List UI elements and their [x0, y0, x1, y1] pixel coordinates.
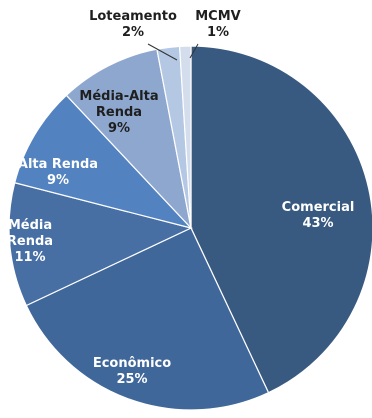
slice-percent: 2% [122, 25, 144, 40]
leader-line [189, 43, 199, 59]
slice-label: Média-Alta Renda 9% [79, 89, 158, 136]
slice-name: Comercial [282, 200, 355, 215]
pie-slice-alta-renda [13, 94, 193, 230]
leader-line [147, 43, 178, 61]
slice-name: Média-Alta [79, 89, 158, 104]
pie-slice-mcmv [178, 45, 192, 229]
slice-percent: 9% [47, 173, 69, 188]
slice-percent: 1% [207, 25, 229, 40]
slice-label: Alta Renda 9% [18, 157, 98, 188]
slice-name: Alta Renda [18, 157, 98, 172]
slice-label: Loteamento 2% [89, 9, 177, 40]
slice-percent: 9% [108, 121, 130, 136]
slice-name: Econômico [93, 356, 171, 371]
slice-label: MCMV 1% [195, 9, 240, 40]
slice-label: Econômico 25% [93, 356, 171, 387]
slice-name: MCMV [195, 9, 240, 24]
pie-slice-média-renda [8, 182, 193, 307]
slice-name: Média [8, 218, 52, 233]
slice-name: Loteamento [89, 9, 177, 24]
pie-slice-média-alta-renda [65, 48, 192, 230]
slice-percent: 43% [302, 216, 333, 231]
slice-percent: 11% [14, 250, 45, 265]
slice-percent: 25% [116, 372, 147, 387]
slice-name: Renda [7, 234, 53, 249]
pie-slice-comercial [190, 45, 372, 394]
slice-label: Comercial 43% [282, 200, 355, 231]
slice-labels: Comercial 43%Econômico 25%Média Renda 11%Alt… [7, 9, 354, 387]
slice-name: Renda [96, 105, 142, 120]
leader-lines [147, 43, 199, 61]
pie-slice-econômico [25, 227, 270, 411]
slice-label: Média Renda 11% [7, 218, 53, 265]
